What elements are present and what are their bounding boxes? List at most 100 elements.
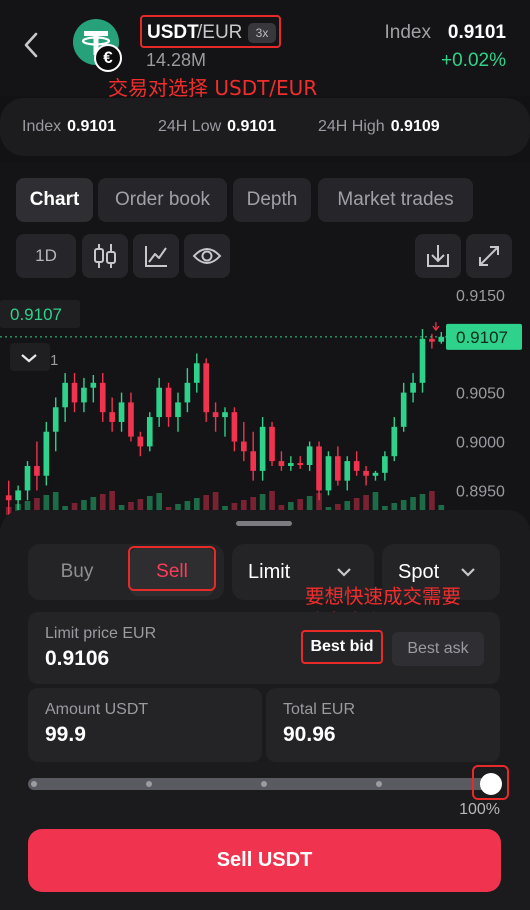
candle-body [99, 382, 106, 413]
amount-value[interactable]: 99.9 [45, 723, 86, 746]
slider-step[interactable] [376, 781, 382, 787]
candle-body [62, 382, 68, 408]
y-tick-label: 0.8950 [456, 483, 505, 500]
interval-button[interactable]: 1D [16, 234, 76, 278]
y-tick-label: 0.9000 [456, 435, 505, 452]
candle-body [259, 426, 266, 471]
download-button[interactable] [415, 234, 461, 278]
sell-usdt-button[interactable]: Sell USDT [28, 829, 501, 892]
total-value[interactable]: 90.96 [283, 723, 336, 746]
volume-bar [212, 492, 219, 515]
tab-chart[interactable]: Chart [16, 178, 93, 222]
market-value: Spot [398, 561, 440, 583]
slider-step[interactable] [146, 781, 152, 787]
volume-bar [81, 500, 87, 515]
y-tick-label: 0.9050 [456, 386, 505, 403]
candle-body [438, 336, 445, 342]
stat-24h-high: 24H High 0.9109 [318, 118, 440, 135]
price-change: +0.02% [441, 50, 506, 71]
order-type-dropdown[interactable]: Limit [232, 544, 374, 600]
candle-body [240, 441, 247, 452]
candle-body [156, 387, 162, 418]
candle-body [400, 392, 407, 427]
market-dropdown[interactable]: Spot [382, 544, 500, 600]
volume-bar [128, 502, 134, 515]
sheet-handle[interactable] [236, 521, 292, 526]
total-label: Total EUR [283, 701, 356, 718]
volume-bar [52, 492, 59, 515]
candle-body [353, 461, 360, 471]
candle-body [212, 412, 219, 418]
tab-market-trades[interactable]: Market trades [318, 178, 473, 222]
volume-bar [429, 491, 435, 515]
candle-body [316, 446, 322, 491]
indicators-button[interactable] [133, 234, 179, 278]
slider-thumb[interactable] [480, 773, 502, 795]
candle-body [203, 363, 210, 413]
volume-bar [400, 500, 407, 515]
candle-type-button[interactable] [82, 234, 128, 278]
candle-body [90, 382, 97, 388]
volume-bar [109, 491, 115, 515]
candlestick-chart[interactable]: 0.91500.91000.90500.90000.89500.91070.91… [0, 285, 530, 515]
volume-bar [203, 495, 210, 515]
candle-body [109, 412, 115, 422]
volume-bar [306, 496, 313, 515]
volume-bar [419, 494, 426, 515]
signal-arrow-head [432, 325, 440, 332]
y-tick-label: 0.9150 [456, 288, 505, 305]
limit-price-value[interactable]: 0.9106 [45, 647, 110, 670]
tab-order-book[interactable]: Order book [98, 178, 227, 222]
volume-bar [316, 493, 322, 515]
volume-bar [184, 501, 191, 515]
stat-index: Index 0.9101 [22, 118, 117, 135]
volume-bar [156, 493, 162, 515]
volume-bar [43, 495, 50, 515]
cursor-price-label: 0.9107 [10, 305, 62, 324]
index-value: 0.9101 [447, 22, 506, 43]
candle-body [43, 431, 50, 476]
candle-body [297, 463, 304, 466]
candle-body [231, 412, 238, 442]
slider-percent: 100% [459, 801, 500, 818]
pair-quote[interactable]: /EUR [197, 22, 243, 43]
best-ask-button[interactable]: Best ask [392, 632, 484, 666]
expand-icon [479, 246, 499, 266]
fullscreen-button[interactable] [466, 234, 512, 278]
volume-bar [71, 503, 78, 515]
candle-body [222, 412, 228, 418]
volume-bar [137, 499, 144, 515]
line-chart-icon [145, 246, 167, 267]
slider-step[interactable] [261, 781, 267, 787]
back-arrow-icon[interactable] [20, 30, 42, 60]
chevron-down-icon [21, 354, 37, 363]
volume-bar [363, 495, 369, 515]
total-field[interactable] [266, 688, 500, 762]
best-bid-button[interactable]: Best bid [301, 630, 383, 664]
sell-tab[interactable]: Sell [130, 548, 214, 596]
indicator-count: 1 [50, 352, 58, 369]
buy-tab[interactable]: Buy [60, 561, 94, 582]
slider-step[interactable] [31, 781, 37, 787]
volume-bar [353, 498, 360, 515]
candle-body [128, 402, 134, 437]
volume-bar [231, 503, 238, 515]
volume-bar [269, 491, 275, 515]
pair-base[interactable]: USDT [147, 22, 199, 43]
visibility-button[interactable] [184, 234, 230, 278]
interval-label: 1D [35, 246, 57, 265]
candle-body [5, 495, 12, 501]
stat-24h-low: 24H Low 0.9101 [158, 118, 277, 135]
candle-body [391, 426, 398, 457]
amount-field[interactable] [28, 688, 262, 762]
tab-depth[interactable]: Depth [233, 178, 311, 222]
leverage-badge: 3x [248, 23, 276, 43]
candle-body [363, 470, 369, 476]
candle-body [71, 382, 78, 403]
candle-body [137, 436, 144, 447]
amount-label: Amount USDT [45, 701, 149, 718]
candle-body [335, 456, 341, 481]
candle-body [118, 402, 125, 422]
candle-body [429, 338, 435, 342]
chevron-down-icon [337, 568, 351, 577]
